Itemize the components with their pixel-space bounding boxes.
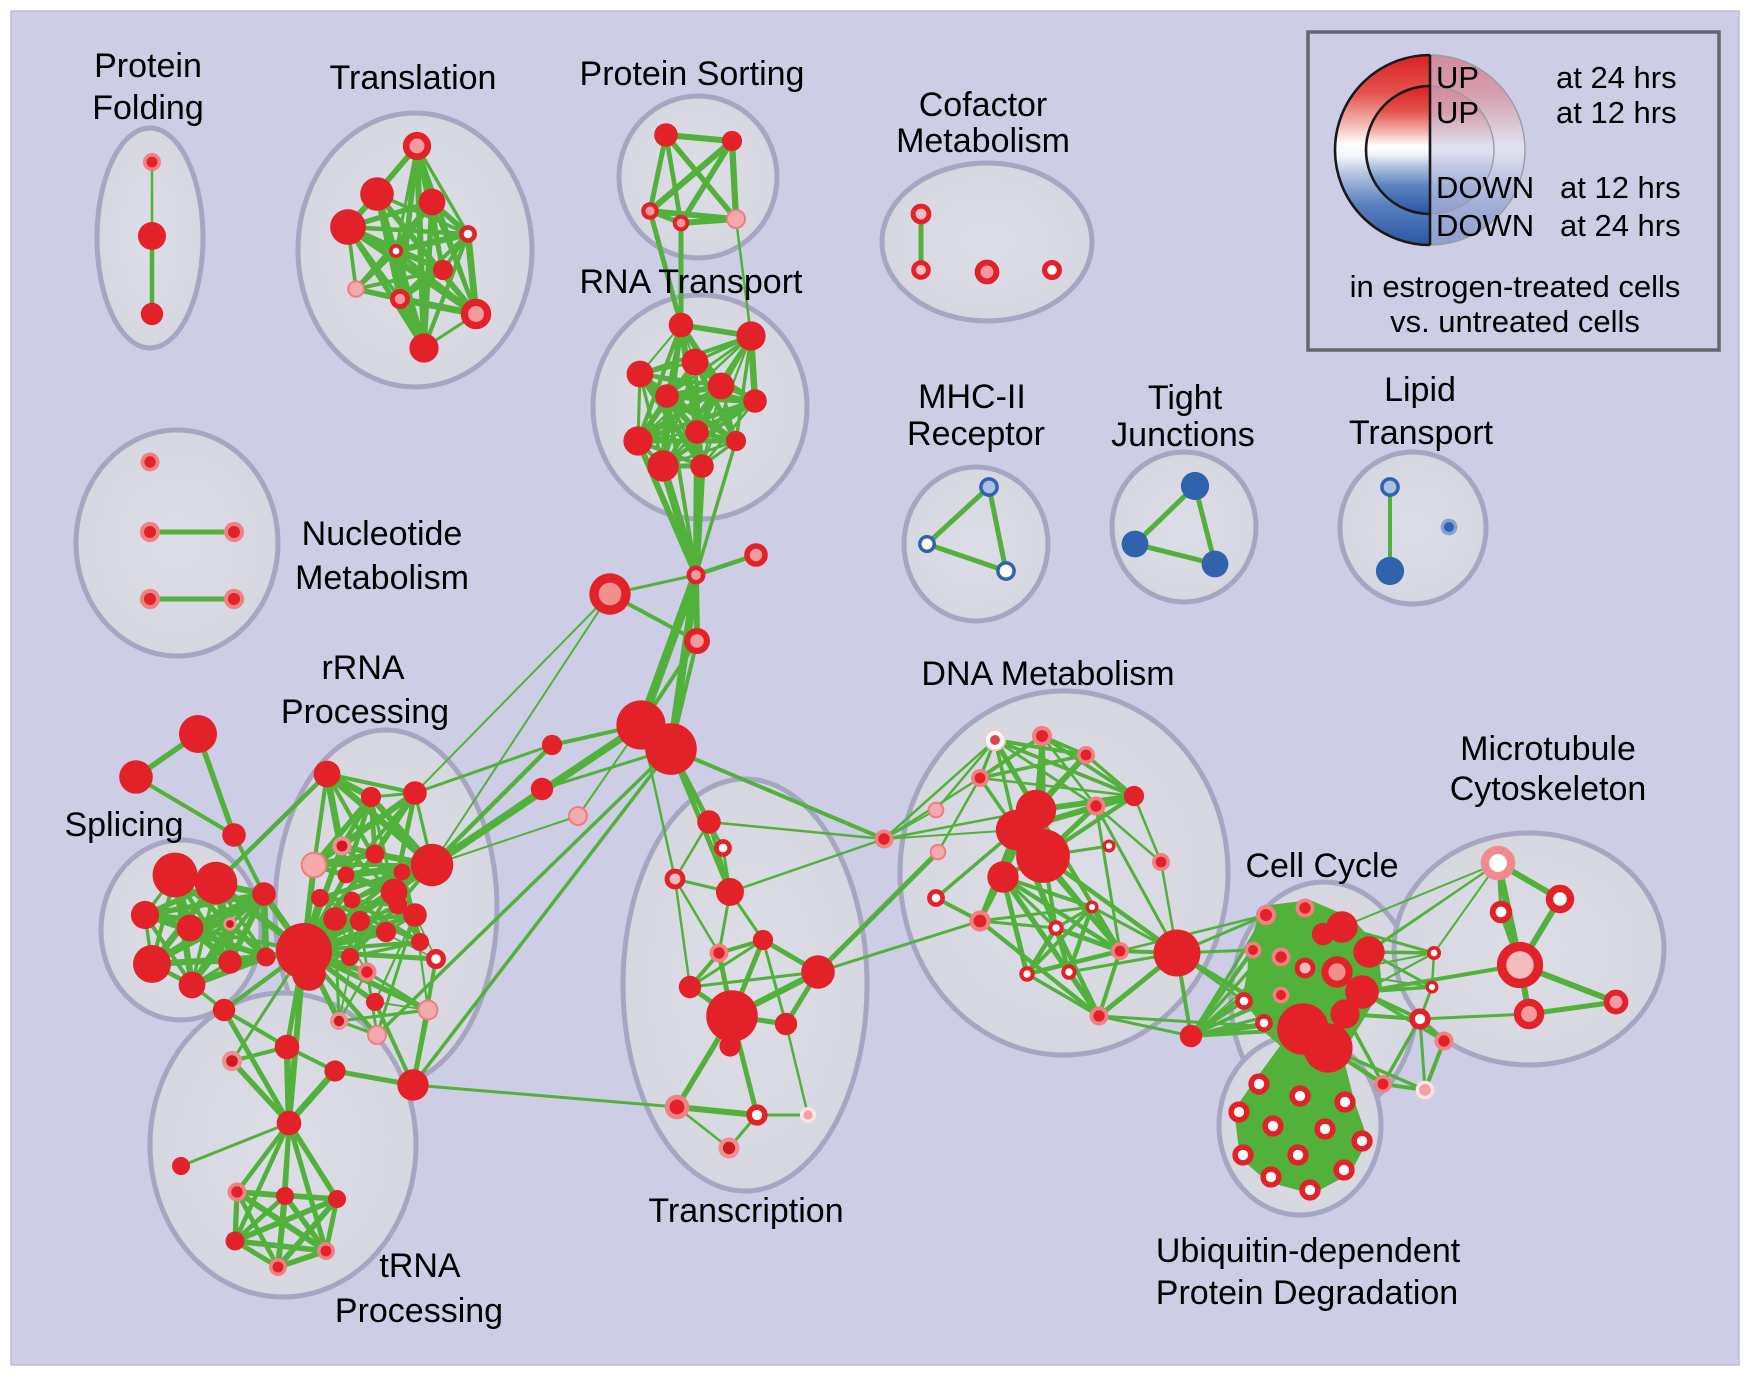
- svg-text:Microtubule: Microtubule: [1460, 730, 1636, 768]
- svg-text:Lipid: Lipid: [1384, 371, 1456, 409]
- svg-text:DOWN: DOWN: [1436, 170, 1534, 205]
- svg-text:Translation: Translation: [330, 59, 497, 97]
- svg-text:Folding: Folding: [92, 89, 204, 127]
- svg-text:at 12 hrs: at 12 hrs: [1556, 95, 1677, 130]
- svg-text:Receptor: Receptor: [907, 415, 1045, 453]
- svg-text:MHC-II: MHC-II: [918, 378, 1026, 416]
- svg-text:UP: UP: [1436, 60, 1479, 95]
- svg-text:tRNA: tRNA: [379, 1247, 461, 1285]
- svg-text:Splicing: Splicing: [64, 806, 183, 844]
- svg-text:Protein Sorting: Protein Sorting: [580, 55, 805, 93]
- svg-text:Metabolism: Metabolism: [896, 122, 1070, 160]
- svg-text:Transport: Transport: [1349, 414, 1494, 452]
- svg-text:RNA Transport: RNA Transport: [580, 263, 804, 301]
- svg-text:Ubiquitin-dependent: Ubiquitin-dependent: [1156, 1232, 1461, 1270]
- svg-text:Nucleotide: Nucleotide: [302, 515, 463, 553]
- svg-text:DOWN: DOWN: [1436, 208, 1534, 243]
- svg-text:Cofactor: Cofactor: [919, 86, 1048, 124]
- svg-text:Junctions: Junctions: [1111, 416, 1255, 454]
- svg-text:Cell Cycle: Cell Cycle: [1245, 847, 1398, 885]
- svg-text:Protein: Protein: [94, 47, 202, 85]
- svg-text:rRNA: rRNA: [321, 649, 404, 687]
- svg-text:vs. untreated cells: vs. untreated cells: [1390, 304, 1640, 339]
- svg-text:Metabolism: Metabolism: [295, 559, 469, 597]
- svg-text:Processing: Processing: [281, 693, 449, 731]
- svg-text:DNA Metabolism: DNA Metabolism: [921, 655, 1174, 693]
- svg-text:at 12 hrs: at 12 hrs: [1560, 170, 1681, 205]
- svg-text:Cytoskeleton: Cytoskeleton: [1450, 770, 1647, 808]
- svg-text:Protein Degradation: Protein Degradation: [1156, 1274, 1458, 1312]
- svg-text:Tight: Tight: [1148, 379, 1223, 417]
- svg-text:at 24 hrs: at 24 hrs: [1556, 60, 1677, 95]
- svg-text:Processing: Processing: [335, 1292, 503, 1330]
- svg-text:UP: UP: [1436, 95, 1479, 130]
- svg-text:in estrogen-treated cells: in estrogen-treated cells: [1350, 269, 1681, 304]
- svg-text:at 24 hrs: at 24 hrs: [1560, 208, 1681, 243]
- svg-text:Transcription: Transcription: [648, 1192, 843, 1230]
